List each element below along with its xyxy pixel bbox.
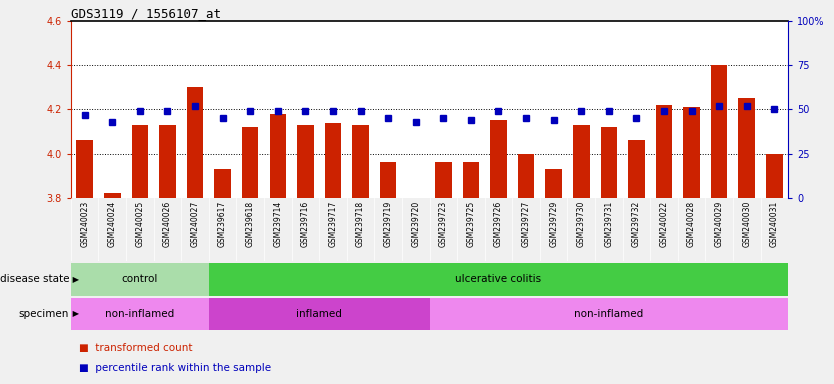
Bar (324, 123, 341, 198)
Text: GSM240029: GSM240029 (715, 201, 724, 247)
Text: GSM239732: GSM239732 (632, 201, 641, 247)
Text: GSM239617: GSM239617 (219, 201, 227, 247)
Bar (269, 114, 286, 198)
Text: GSM239725: GSM239725 (466, 201, 475, 247)
Bar (352, 125, 369, 198)
Bar (711, 65, 727, 198)
Text: GSM239727: GSM239727 (521, 201, 530, 247)
Text: non-inflamed: non-inflamed (105, 309, 174, 319)
Bar (104, 194, 121, 198)
Bar (187, 88, 203, 198)
Text: GSM239719: GSM239719 (384, 201, 393, 247)
Text: GSM239726: GSM239726 (494, 201, 503, 247)
Text: ulcerative colitis: ulcerative colitis (455, 274, 541, 285)
Bar (71, 263, 208, 296)
Text: GSM240031: GSM240031 (770, 201, 779, 247)
Text: ■  transformed count: ■ transformed count (79, 343, 193, 353)
Text: disease state: disease state (0, 274, 69, 285)
Text: GSM240027: GSM240027 (190, 201, 199, 247)
Bar (435, 162, 451, 198)
Bar (683, 107, 700, 198)
Bar (766, 154, 782, 198)
Text: GSM240023: GSM240023 (80, 201, 89, 247)
Bar (214, 169, 231, 198)
Text: GSM239618: GSM239618 (246, 201, 254, 247)
Text: GSM239723: GSM239723 (439, 201, 448, 247)
Bar (297, 125, 314, 198)
Text: GSM240024: GSM240024 (108, 201, 117, 247)
Bar (379, 162, 396, 198)
Text: GSM239729: GSM239729 (549, 201, 558, 247)
Bar (242, 127, 259, 198)
Text: inflamed: inflamed (296, 309, 342, 319)
Text: control: control (122, 274, 158, 285)
Text: GSM239731: GSM239731 (605, 201, 613, 247)
Text: ▶: ▶ (70, 310, 79, 318)
Bar (545, 169, 562, 198)
Bar (656, 105, 672, 198)
Text: GSM240022: GSM240022 (660, 201, 669, 247)
Bar (71, 298, 208, 330)
Text: non-inflamed: non-inflamed (574, 309, 644, 319)
Bar (518, 154, 535, 198)
Bar (208, 263, 788, 296)
Bar (132, 125, 148, 198)
Text: ■  percentile rank within the sample: ■ percentile rank within the sample (79, 362, 271, 373)
Text: GSM239717: GSM239717 (329, 201, 338, 247)
Bar (77, 141, 93, 198)
Bar (463, 162, 480, 198)
Text: GSM240030: GSM240030 (742, 201, 751, 247)
Bar (159, 125, 176, 198)
Bar (738, 98, 755, 198)
Bar (490, 121, 507, 198)
Bar (573, 125, 590, 198)
Bar (628, 141, 645, 198)
Text: GSM240028: GSM240028 (687, 201, 696, 247)
Bar (208, 298, 430, 330)
Bar (408, 198, 424, 204)
Text: GDS3119 / 1556107_at: GDS3119 / 1556107_at (71, 7, 221, 20)
Text: GSM239720: GSM239720 (411, 201, 420, 247)
Text: GSM240025: GSM240025 (135, 201, 144, 247)
Bar (430, 298, 788, 330)
Text: GSM239730: GSM239730 (577, 201, 585, 247)
Text: GSM239716: GSM239716 (301, 201, 310, 247)
Bar (600, 127, 617, 198)
Text: ▶: ▶ (70, 275, 79, 284)
Text: GSM240026: GSM240026 (163, 201, 172, 247)
Text: GSM239718: GSM239718 (356, 201, 365, 247)
Text: specimen: specimen (19, 309, 69, 319)
Text: GSM239714: GSM239714 (274, 201, 282, 247)
